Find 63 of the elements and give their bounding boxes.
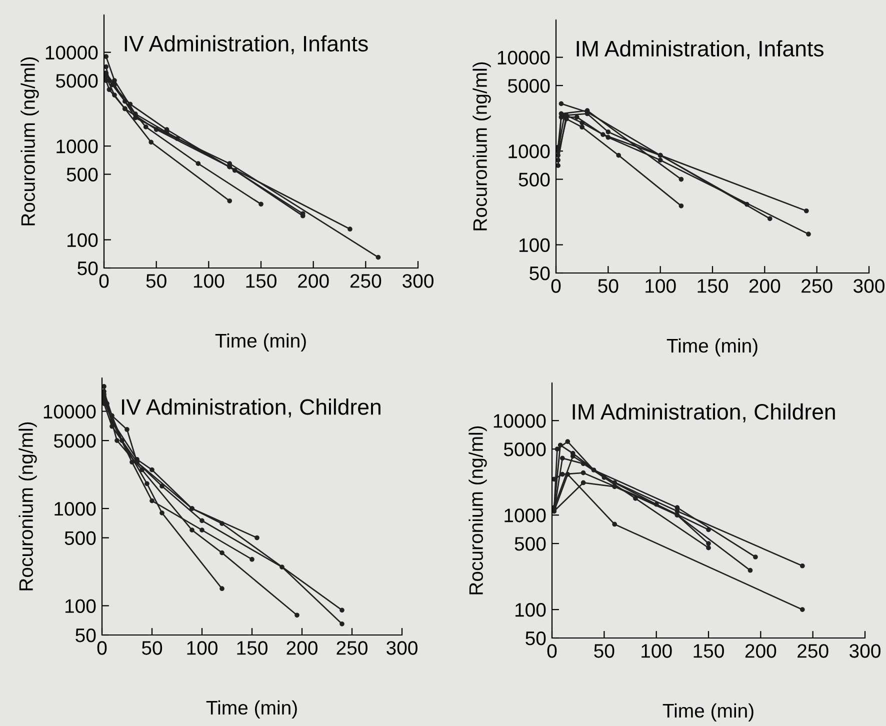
x-tick-label: 200 <box>298 274 329 288</box>
text: IM Administration, Infants <box>576 40 824 60</box>
x-axis-title: Time (min) <box>215 333 306 352</box>
y-tick-label: 50 <box>526 631 546 646</box>
y-tick-label: 1000 <box>504 508 546 522</box>
y-tick-label: 100 <box>515 603 546 617</box>
x-axis-title: Time (min) <box>662 703 754 722</box>
y-tick-label: 1000 <box>508 144 550 158</box>
x-tick-label: 100 <box>642 644 672 658</box>
text: IM Administration, Children <box>572 403 835 422</box>
y-axis-title: Rocuronium (ng/ml) <box>472 62 491 230</box>
x-tick-label: 150 <box>698 279 728 293</box>
y-axis-title: Rocuronium (ng/ml) <box>20 57 39 226</box>
x-tick-label: 50 <box>146 274 166 288</box>
x-tick-label: 100 <box>646 279 676 293</box>
y-tick-label: 500 <box>518 172 550 186</box>
x-tick-label: 200 <box>749 279 780 293</box>
text: IV Administration, Infants <box>124 35 368 54</box>
y-tick-label: 1000 <box>54 502 96 516</box>
x-tick-label: 300 <box>850 644 880 658</box>
x-tick-label: 0 <box>551 279 561 293</box>
x-tick-label: 250 <box>350 274 382 288</box>
y-tick-label: 100 <box>65 599 96 613</box>
x-tick-label: 300 <box>854 279 884 293</box>
text: IV Administration, Children <box>122 398 380 418</box>
y-tick-label: 10000 <box>498 50 550 65</box>
x-tick-label: 200 <box>286 641 318 655</box>
y-tick-label: 500 <box>66 168 98 182</box>
x-tick-label: 250 <box>802 279 832 293</box>
x-tick-label: 250 <box>798 644 828 658</box>
y-axis-title: Rocuronium (ng/ml) <box>468 426 487 594</box>
x-tick-label: 0 <box>97 641 107 655</box>
x-tick-label: 50 <box>598 279 618 293</box>
y-tick-label: 5000 <box>504 442 546 456</box>
x-axis-title: Time (min) <box>206 700 297 718</box>
y-tick-label: 100 <box>519 238 550 252</box>
x-tick-label: 150 <box>246 274 276 288</box>
x-tick-label: 150 <box>237 641 268 655</box>
y-tick-label: 50 <box>76 628 96 642</box>
x-tick-label: 0 <box>99 274 109 288</box>
x-tick-label: 100 <box>187 641 218 655</box>
y-tick-label: 5000 <box>508 78 550 93</box>
x-tick-label: 50 <box>142 641 162 655</box>
x-axis-title: Time (min) <box>666 338 758 356</box>
x-tick-label: 200 <box>745 644 776 658</box>
y-tick-label: 5000 <box>54 434 96 448</box>
x-tick-label: 50 <box>594 644 614 658</box>
x-tick-label: 100 <box>194 274 224 288</box>
x-tick-label: 150 <box>694 644 724 658</box>
y-tick-label: 10000 <box>44 404 96 419</box>
y-tick-label: 5000 <box>56 74 98 88</box>
y-tick-label: 50 <box>78 261 98 276</box>
x-tick-label: 300 <box>402 274 434 288</box>
y-tick-label: 100 <box>67 233 98 248</box>
y-tick-label: 10000 <box>494 414 546 428</box>
y-tick-label: 1000 <box>56 140 98 154</box>
y-axis-title: Rocuronium (ng/ml) <box>18 422 37 590</box>
y-tick-label: 500 <box>514 536 546 551</box>
y-tick-label: 10000 <box>46 46 98 60</box>
y-tick-label: 500 <box>64 531 96 546</box>
x-tick-label: 300 <box>386 641 418 655</box>
x-tick-label: 250 <box>336 641 368 655</box>
x-tick-label: 0 <box>547 644 557 658</box>
